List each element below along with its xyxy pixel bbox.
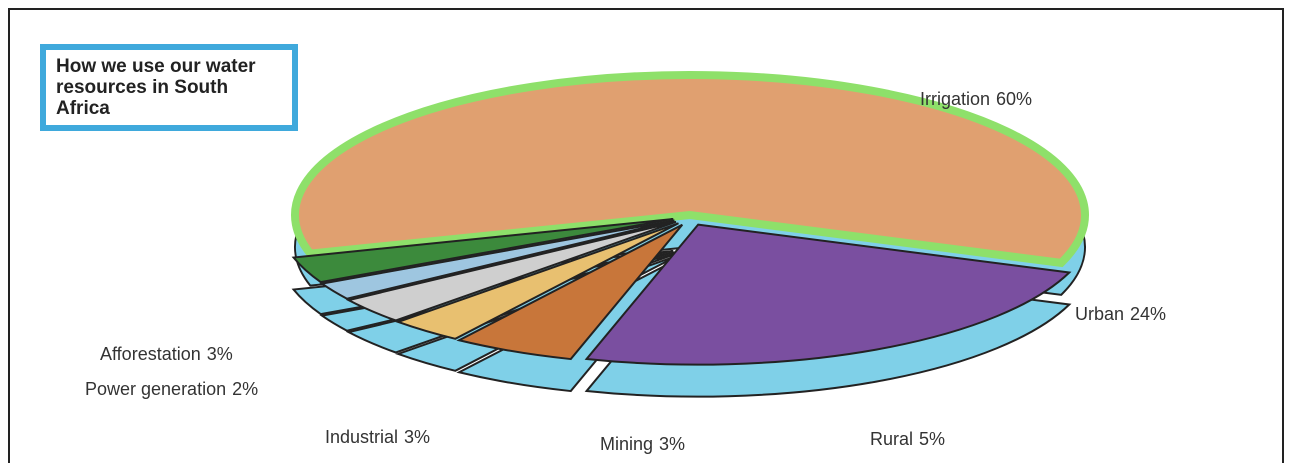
slice [345,220,677,322]
value-label: 5% [919,429,945,449]
value-label: 2% [232,379,258,399]
slice-label: Urban 24% [1075,304,1166,324]
slice-label: Mining 3% [600,434,685,454]
category-label: Power generation [85,379,226,399]
slice [291,217,674,284]
category-label: Irrigation [920,89,990,109]
chart-title: How we use our water resources in South … [40,44,298,131]
category-label: Urban [1075,304,1124,324]
slice-label: Industrial 3% [325,427,430,447]
value-label: 3% [404,427,430,447]
category-label: Rural [870,429,913,449]
value-label: 24% [1130,304,1166,324]
value-label: 3% [207,344,233,364]
frame [8,8,1284,463]
slice-label: Afforestation 3% [100,344,233,364]
value-label: 3% [659,434,685,454]
slice [395,222,679,340]
slice-label: Rural 5% [870,429,945,449]
slice-label: Power generation 2% [85,379,258,399]
slice [319,219,675,300]
slice-label: Irrigation 60% [920,89,1032,109]
value-label: 60% [996,89,1032,109]
slice [291,71,1089,268]
slice [456,223,684,361]
slice [584,223,1072,366]
category-label: Mining [600,434,653,454]
category-label: Afforestation [100,344,201,364]
category-label: Industrial [325,427,398,447]
